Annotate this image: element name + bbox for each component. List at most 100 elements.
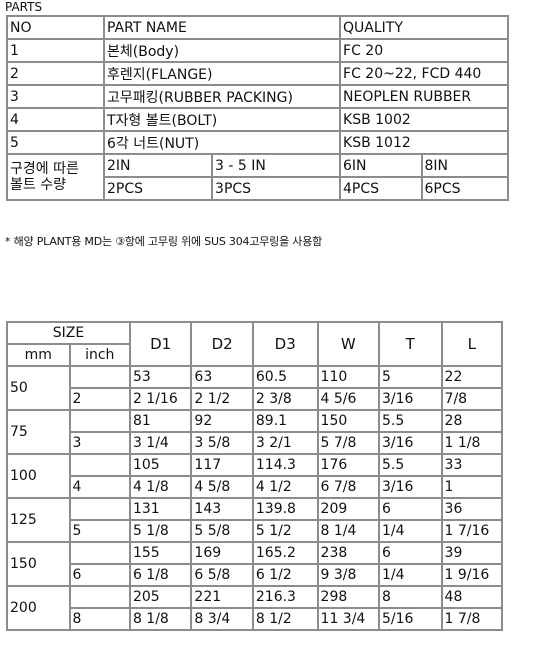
size-inch-blank bbox=[70, 543, 129, 563]
dim-mm: 5.5 bbox=[380, 411, 441, 431]
part-name: 후렌지(FLANGE) bbox=[105, 63, 340, 84]
dim-mm: 165.2 bbox=[253, 543, 317, 563]
dim-mm: 81 bbox=[130, 411, 191, 431]
bolt-qty-label-line1: 구경에 따른 bbox=[10, 161, 79, 177]
dim-inch: 6 5/8 bbox=[192, 565, 252, 585]
dim-inch: 3 2/1 bbox=[253, 433, 317, 453]
dim-mm: 105 bbox=[130, 455, 191, 475]
dim-mm: 205 bbox=[130, 587, 191, 607]
part-quality: KSB 1002 bbox=[341, 109, 507, 130]
parts-table: NO PART NAME QUALITY 1 본체(Body) FC 20 2 … bbox=[6, 15, 509, 201]
dim-inch: 5 1/8 bbox=[130, 521, 191, 541]
size-inch-row: 2 2 1/16 2 1/2 2 3/8 4 5/6 3/16 7/8 bbox=[8, 389, 501, 409]
dim-mm: 5 bbox=[380, 367, 441, 387]
part-name: 고무패킹(RUBBER PACKING) bbox=[105, 86, 340, 107]
dim-inch: 1 bbox=[442, 477, 501, 497]
bolt-size: 8IN bbox=[422, 155, 507, 176]
dim-inch: 6 7/8 bbox=[318, 477, 378, 497]
size-mm: 125 bbox=[8, 499, 69, 541]
dim-inch: 5 1/2 bbox=[253, 521, 317, 541]
header-d2: D2 bbox=[192, 323, 252, 365]
size-inch-row: 4 4 1/8 4 5/8 4 1/2 6 7/8 3/16 1 bbox=[8, 477, 501, 497]
part-no: 5 bbox=[8, 132, 103, 153]
dim-mm: 39 bbox=[442, 543, 501, 563]
dim-mm: 131 bbox=[130, 499, 191, 519]
size-mm-row: 150 155 169 165.2 238 6 39 bbox=[8, 543, 501, 585]
dim-mm: 6 bbox=[380, 499, 441, 519]
dim-inch: 8 1/2 bbox=[253, 609, 317, 629]
dim-mm: 8 bbox=[380, 587, 441, 607]
dim-inch: 7/8 bbox=[442, 389, 501, 409]
dim-inch: 8 1/8 bbox=[130, 609, 191, 629]
dim-inch: 5/16 bbox=[380, 609, 441, 629]
dim-mm: 114.3 bbox=[253, 455, 317, 475]
dim-mm: 89.1 bbox=[253, 411, 317, 431]
size-inch: 5 bbox=[70, 521, 129, 541]
size-subheader-row: mm inch bbox=[8, 345, 501, 365]
dim-inch: 6 1/8 bbox=[130, 565, 191, 585]
dim-mm: 150 bbox=[318, 411, 378, 431]
size-inch-blank bbox=[70, 367, 129, 387]
dim-inch: 4 1/8 bbox=[130, 477, 191, 497]
size-inch-blank bbox=[70, 587, 129, 607]
size-header-row: SIZE D1 D2 D3 W T L bbox=[8, 323, 501, 365]
header-w: W bbox=[318, 323, 378, 365]
dim-inch: 8 1/4 bbox=[318, 521, 378, 541]
size-inch: 6 bbox=[70, 565, 129, 585]
size-mm: 50 bbox=[8, 367, 69, 409]
parts-title: PARTS bbox=[5, 0, 43, 14]
size-mm: 150 bbox=[8, 543, 69, 585]
parts-row: 5 6각 너트(NUT) KSB 1012 bbox=[8, 132, 507, 153]
dim-inch: 1 7/8 bbox=[442, 609, 501, 629]
dim-mm: 36 bbox=[442, 499, 501, 519]
part-quality: KSB 1012 bbox=[341, 132, 507, 153]
header-part-name: PART NAME bbox=[105, 17, 340, 38]
size-inch: 2 bbox=[70, 389, 129, 409]
header-no: NO bbox=[8, 17, 103, 38]
dim-inch: 1 9/16 bbox=[442, 565, 501, 585]
dim-inch: 5 5/8 bbox=[192, 521, 252, 541]
size-mm-row: 200 205 221 216.3 298 8 48 bbox=[8, 587, 501, 629]
bolt-count: 4PCS bbox=[341, 178, 421, 199]
dim-mm: 5.5 bbox=[380, 455, 441, 475]
dim-inch: 2 1/16 bbox=[130, 389, 191, 409]
dim-mm: 221 bbox=[192, 587, 252, 607]
dim-inch: 2 3/8 bbox=[253, 389, 317, 409]
size-mm: 200 bbox=[8, 587, 69, 629]
dim-mm: 92 bbox=[192, 411, 252, 431]
dim-inch: 4 1/2 bbox=[253, 477, 317, 497]
size-inch: 8 bbox=[70, 609, 129, 629]
part-no: 1 bbox=[8, 40, 103, 61]
dim-mm: 155 bbox=[130, 543, 191, 563]
dim-inch: 4 5/8 bbox=[192, 477, 252, 497]
size-mm: 75 bbox=[8, 411, 69, 453]
dim-inch: 3 5/8 bbox=[192, 433, 252, 453]
part-quality: FC 20~22, FCD 440 bbox=[341, 63, 507, 84]
dim-inch: 1/4 bbox=[380, 565, 441, 585]
dim-mm: 33 bbox=[442, 455, 501, 475]
size-mm-row: 125 131 143 139.8 209 6 36 bbox=[8, 499, 501, 541]
size-inch-blank bbox=[70, 499, 129, 519]
dim-mm: 169 bbox=[192, 543, 252, 563]
part-no: 4 bbox=[8, 109, 103, 130]
dim-inch: 3 1/4 bbox=[130, 433, 191, 453]
size-mm-row: 100 105 117 114.3 176 5.5 33 bbox=[8, 455, 501, 497]
material-note: * 해양 PLANT용 MD는 ③항에 고무링 위에 SUS 304고무링을 사… bbox=[5, 235, 323, 248]
dim-mm: 28 bbox=[442, 411, 501, 431]
dim-mm: 60.5 bbox=[253, 367, 317, 387]
part-quality: FC 20 bbox=[341, 40, 507, 61]
dim-inch: 1 7/16 bbox=[442, 521, 501, 541]
part-no: 2 bbox=[8, 63, 103, 84]
dim-mm: 298 bbox=[318, 587, 378, 607]
header-inch: inch bbox=[70, 345, 129, 365]
dim-inch: 6 1/2 bbox=[253, 565, 317, 585]
bolt-size: 6IN bbox=[341, 155, 421, 176]
dim-inch: 3/16 bbox=[380, 389, 441, 409]
header-l: L bbox=[442, 323, 501, 365]
dim-inch: 3/16 bbox=[380, 477, 441, 497]
size-mm: 100 bbox=[8, 455, 69, 497]
part-name: 6각 너트(NUT) bbox=[105, 132, 340, 153]
part-no: 3 bbox=[8, 86, 103, 107]
dim-mm: 6 bbox=[380, 543, 441, 563]
parts-row: 1 본체(Body) FC 20 bbox=[8, 40, 507, 61]
